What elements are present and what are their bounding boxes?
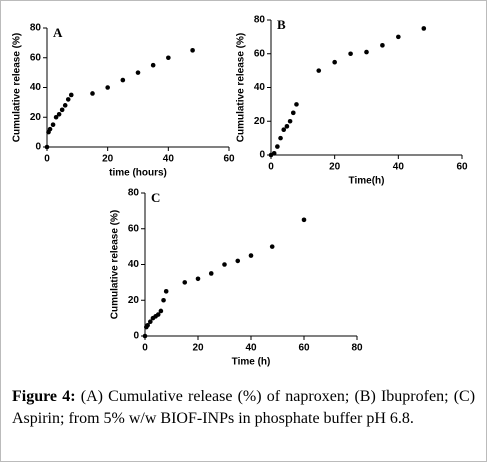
panel-label: A xyxy=(53,25,63,40)
x-tick-label: 40 xyxy=(163,154,175,165)
data-point xyxy=(120,77,126,83)
data-point xyxy=(195,276,201,282)
data-point xyxy=(380,43,385,48)
y-tick-label: 40 xyxy=(128,259,140,270)
data-point xyxy=(90,91,95,96)
panel-label: B xyxy=(277,17,286,32)
data-point xyxy=(44,144,50,150)
data-point xyxy=(148,319,153,325)
y-tick-label: 0 xyxy=(133,331,139,342)
data-point xyxy=(421,26,427,31)
panel-label: C xyxy=(151,190,160,205)
x-tick-label: 20 xyxy=(192,343,204,354)
data-point xyxy=(294,102,299,107)
data-point xyxy=(68,92,74,98)
y-tick-label: 60 xyxy=(30,52,42,63)
y-tick-label: 60 xyxy=(128,223,140,234)
x-tick-label: 0 xyxy=(268,162,274,173)
y-tick-label: 0 xyxy=(35,142,41,153)
data-point xyxy=(190,48,195,53)
y-axis-label: Cumulative release (%) xyxy=(236,33,247,143)
data-point xyxy=(290,110,296,116)
data-point xyxy=(105,85,110,90)
data-point xyxy=(281,127,287,132)
data-point xyxy=(163,289,169,294)
y-tick-label: 40 xyxy=(30,82,42,93)
y-tick-label: 0 xyxy=(259,150,265,161)
y-tick-label: 80 xyxy=(254,15,266,26)
data-point xyxy=(332,59,337,65)
x-tick-label: 60 xyxy=(223,154,235,165)
data-point xyxy=(155,312,161,317)
y-tick-label: 40 xyxy=(254,82,266,93)
x-axis-label: time (hours) xyxy=(109,168,167,179)
data-point xyxy=(222,262,227,267)
data-point xyxy=(161,297,166,303)
data-point xyxy=(50,122,56,127)
y-tick-label: 80 xyxy=(30,23,42,34)
data-point xyxy=(135,70,141,75)
data-point xyxy=(145,322,150,328)
y-axis-label: Cumulative release (%) xyxy=(110,210,121,320)
y-tick-label: 60 xyxy=(254,48,266,59)
x-tick-label: 20 xyxy=(329,162,341,173)
y-tick-label: 20 xyxy=(30,112,42,123)
x-tick-label: 60 xyxy=(456,162,468,173)
x-tick-label: 80 xyxy=(351,343,363,354)
data-point xyxy=(287,118,293,124)
y-tick-label: 20 xyxy=(254,116,266,127)
data-point xyxy=(364,49,369,55)
x-tick-label: 60 xyxy=(298,343,310,354)
data-point xyxy=(284,124,290,129)
x-tick-label: 20 xyxy=(102,154,114,165)
data-point xyxy=(62,103,68,108)
y-tick-label: 20 xyxy=(128,295,140,306)
data-point xyxy=(59,107,65,113)
data-point xyxy=(269,244,275,249)
x-tick-label: 0 xyxy=(142,343,148,354)
data-point xyxy=(248,253,254,258)
data-point xyxy=(150,62,156,68)
x-tick-label: 40 xyxy=(245,343,257,354)
data-point xyxy=(348,51,353,57)
caption-text: (A) Cumulative release (%) of naproxen; … xyxy=(12,388,476,427)
data-point xyxy=(271,151,277,156)
x-axis-label: Time(h) xyxy=(349,176,385,187)
figure: 0 20 40 60 80 0 20 40 60 time (hours) Cumulative r… xyxy=(12,15,468,368)
data-point xyxy=(182,280,188,285)
data-point xyxy=(53,114,59,120)
data-point xyxy=(316,68,322,73)
data-point xyxy=(142,333,148,339)
y-tick-label: 80 xyxy=(128,188,140,199)
data-point xyxy=(158,308,164,314)
data-point xyxy=(301,217,307,223)
y-axis-label: Cumulative release (%) xyxy=(12,33,23,143)
x-tick-label: 40 xyxy=(393,162,405,173)
data-point xyxy=(47,126,53,132)
data-point xyxy=(208,271,214,276)
caption-label: Figure 4: xyxy=(12,388,76,405)
data-point xyxy=(275,144,280,149)
caption: Figure 4: (A) Cumulative release (%) of … xyxy=(12,386,475,430)
data-point xyxy=(235,258,241,264)
data-point xyxy=(396,34,401,40)
data-point xyxy=(166,55,171,61)
x-axis-label: Time (h) xyxy=(232,357,271,368)
x-tick-label: 0 xyxy=(44,154,50,165)
data-point xyxy=(278,135,283,141)
data-point xyxy=(56,111,62,117)
data-point xyxy=(65,97,71,102)
